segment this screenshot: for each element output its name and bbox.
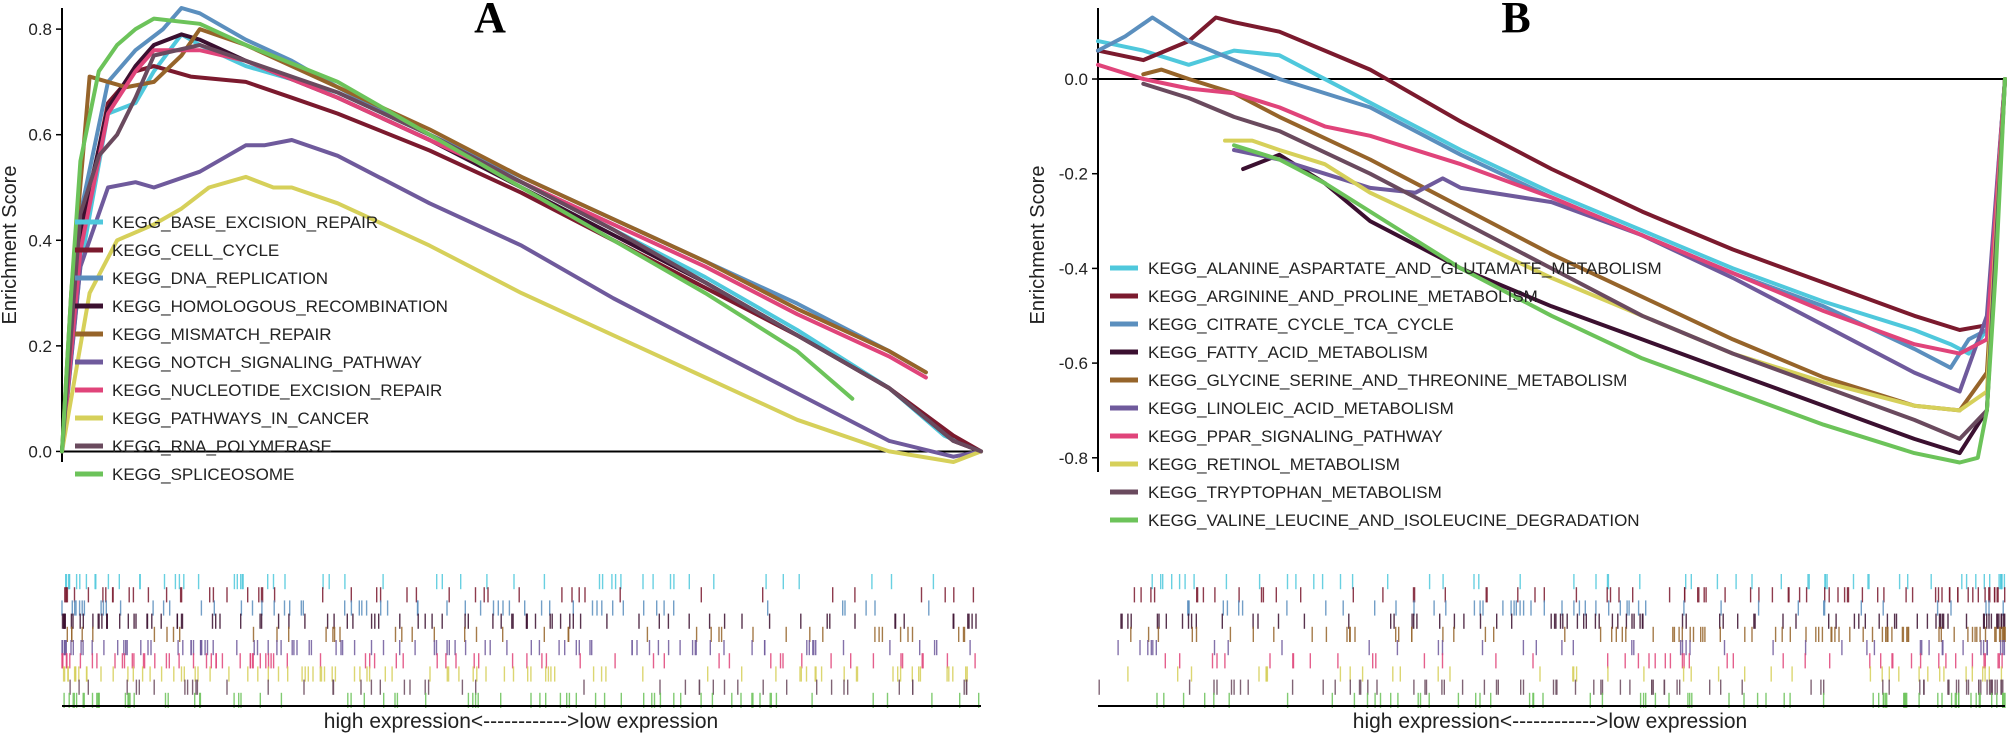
legend-label: KEGG_RETINOL_METABOLISM bbox=[1148, 455, 1400, 474]
y-tick-label: 0.8 bbox=[28, 20, 52, 39]
panel-b: B Enrichment Score 0.0 -0.2 -0.4 -0.6 -0.8 K… bbox=[1027, 0, 2007, 733]
legend-label: KEGG_CITRATE_CYCLE_TCA_CYCLE bbox=[1148, 315, 1454, 334]
series-line-kegg-notch-signaling-pathway bbox=[60, 138, 983, 459]
legend-label: KEGG_PPAR_SIGNALING_PATHWAY bbox=[1148, 427, 1443, 446]
panel-a-legend: KEGG_BASE_EXCISION_REPAIR KEGG_CELL_CYCLE… bbox=[75, 213, 448, 484]
series-line-kegg-valine-leucine-and-isoleucine-degradation bbox=[1232, 77, 2007, 465]
legend-label: KEGG_BASE_EXCISION_REPAIR bbox=[112, 213, 378, 232]
panel-a-series-lines bbox=[60, 6, 983, 464]
series-line-kegg-arginine-and-proline-metabolism bbox=[1096, 15, 2007, 332]
panel-a-title: A bbox=[474, 0, 506, 42]
y-tick-label: -0.2 bbox=[1059, 165, 1088, 184]
legend-label: KEGG_DNA_REPLICATION bbox=[112, 269, 328, 288]
panel-a-hit-rug bbox=[61, 574, 981, 708]
legend-label: KEGG_NUCLEOTIDE_EXCISION_REPAIR bbox=[112, 381, 442, 400]
legend-label: KEGG_ALANINE_ASPARTATE_AND_GLUTAMATE_MET… bbox=[1148, 259, 1662, 278]
panel-b-axes: 0.0 -0.2 -0.4 -0.6 -0.8 bbox=[1059, 8, 2005, 472]
panel-b-hit-rug bbox=[1098, 574, 2006, 708]
series-line-kegg-tryptophan-metabolism bbox=[1141, 77, 2007, 441]
panel-a-y-axis-title: Enrichment Score bbox=[0, 166, 21, 325]
panel-a-axes: 0.0 0.2 0.4 0.6 0.8 bbox=[28, 8, 981, 462]
panel-a-x-axis-title: high expression<------------>low express… bbox=[324, 710, 718, 733]
panel-b-title: B bbox=[1501, 0, 1530, 42]
legend-label: KEGG_HOMOLOGOUS_RECOMBINATION bbox=[112, 297, 448, 316]
legend-label: KEGG_TRYPTOPHAN_METABOLISM bbox=[1148, 483, 1442, 502]
series-line-kegg-alanine-aspartate-and-glutamate-metabolism bbox=[1096, 39, 2007, 356]
series-line-kegg-ppar-signaling-pathway bbox=[1096, 62, 2007, 356]
y-tick-label: 0.6 bbox=[28, 126, 52, 145]
y-tick-label: -0.8 bbox=[1059, 449, 1088, 468]
legend-label: KEGG_MISMATCH_REPAIR bbox=[112, 325, 331, 344]
legend-label: KEGG_FATTY_ACID_METABOLISM bbox=[1148, 343, 1428, 362]
series-line-kegg-linoleic-acid-metabolism bbox=[1232, 77, 2007, 394]
series-line-kegg-retinol-metabolism bbox=[1223, 77, 2007, 413]
legend-label: KEGG_CELL_CYCLE bbox=[112, 241, 279, 260]
y-tick-label: 0.0 bbox=[1064, 70, 1088, 89]
series-line-kegg-pathways-in-cancer bbox=[60, 174, 983, 464]
legend-label: KEGG_LINOLEIC_ACID_METABOLISM bbox=[1148, 399, 1454, 418]
legend-label: KEGG_RNA_POLYMERASE bbox=[112, 437, 332, 456]
legend-label: KEGG_VALINE_LEUCINE_AND_ISOLEUCINE_DEGRA… bbox=[1148, 511, 1640, 530]
series-line-kegg-nucleotide-excision-repair bbox=[60, 48, 928, 454]
panel-b-y-axis-title: Enrichment Score bbox=[1027, 166, 1049, 325]
y-tick-label: 0.0 bbox=[28, 442, 52, 461]
legend-label: KEGG_ARGININE_AND_PROLINE_METABOLISM bbox=[1148, 287, 1538, 306]
legend-label: KEGG_GLYCINE_SERINE_AND_THREONINE_METABO… bbox=[1148, 371, 1627, 390]
series-line-kegg-rna-polymerase bbox=[60, 43, 983, 454]
y-tick-label: -0.6 bbox=[1059, 354, 1088, 373]
panel-b-x-axis-title: high expression<------------>low express… bbox=[1353, 710, 1747, 733]
y-tick-label: -0.4 bbox=[1059, 259, 1088, 278]
panel-b-series-lines bbox=[1096, 15, 2007, 465]
y-tick-label: 0.2 bbox=[28, 337, 52, 356]
legend-label: KEGG_NOTCH_SIGNALING_PATHWAY bbox=[112, 353, 422, 372]
series-line-kegg-spliceosome bbox=[60, 16, 855, 454]
panel-a: A Enrichment Score 0.0 0.2 0.4 0.6 0.8 KEGG_… bbox=[0, 0, 983, 733]
y-tick-label: 0.4 bbox=[28, 231, 52, 250]
panel-b-legend: KEGG_ALANINE_ASPARTATE_AND_GLUTAMATE_MET… bbox=[1110, 259, 1662, 530]
legend-label: KEGG_SPLICEOSOME bbox=[112, 465, 294, 484]
legend-label: KEGG_PATHWAYS_IN_CANCER bbox=[112, 409, 369, 428]
